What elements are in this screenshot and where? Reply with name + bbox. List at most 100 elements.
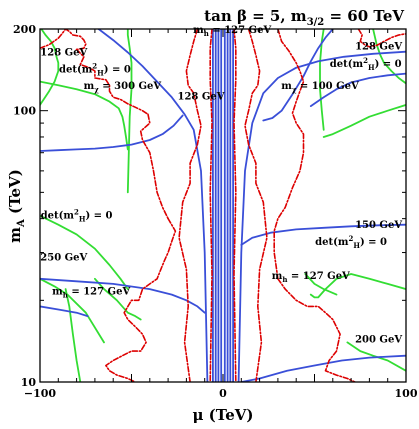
annotation-label: det(m2H) = 0 — [59, 62, 131, 78]
green-contour-line — [40, 29, 60, 106]
annotation-part: ) = 0 — [375, 59, 402, 70]
annotation-label: mh = 127 GeV — [272, 271, 350, 284]
y-axis-label: mA (TeV) — [6, 169, 27, 243]
annotation-part: χ — [292, 85, 297, 94]
annotation-part: ) = 0 — [85, 211, 112, 222]
blue-contour-line — [237, 50, 406, 382]
annotation-label: det(m2H) = 0 — [41, 208, 113, 224]
annotation-part: h — [282, 275, 287, 284]
green-contour-line — [64, 288, 82, 382]
annotation-part: 2 — [74, 208, 79, 217]
green-contour-line — [319, 29, 325, 131]
green-contour-line — [346, 341, 406, 372]
x-tick-label: 0 — [219, 387, 227, 400]
annotation-part: det(m — [315, 237, 349, 248]
annotation-label: det(m2H) = 0 — [315, 234, 387, 250]
annotation-part: m — [84, 81, 95, 92]
annotation-part: det(m — [330, 59, 364, 70]
annotation-label: 250 GeV — [40, 253, 87, 264]
green-contour-line — [309, 273, 406, 299]
red-contour-line — [277, 278, 356, 382]
annotation-label: 128 GeV — [40, 47, 87, 58]
chart-title-main: tan β = 5, m — [204, 7, 307, 25]
annotation-part: 250 GeV — [40, 253, 87, 264]
annotation-label: mχ = 300 GeV — [84, 81, 162, 94]
red-contour-line — [209, 29, 213, 382]
red-contour-line — [105, 217, 177, 382]
annotation-part: H — [368, 63, 375, 72]
blue-contour-line — [40, 277, 206, 314]
blue-contour-line — [97, 29, 209, 382]
green-contour-line — [322, 104, 406, 138]
y-axis-label-sub: A — [16, 219, 27, 228]
annotation-part: det(m — [41, 211, 75, 222]
chart-title-sub: 3/2 — [307, 17, 325, 28]
annotation-part: 128 GeV — [40, 47, 87, 58]
annotation-part: 128 GeV — [177, 91, 224, 102]
annotation-part: h — [204, 29, 209, 38]
red-contour-line — [139, 113, 169, 220]
annotation-part: m — [52, 287, 63, 298]
green-contour-line — [40, 214, 129, 290]
annotation-part: 2 — [348, 234, 353, 243]
y-tick-label: 200 — [13, 23, 36, 36]
annotation-part: 128 GeV — [355, 42, 402, 53]
annotation-label: 128 GeV — [177, 91, 224, 102]
annotation-part: = 127 GeV — [287, 271, 350, 282]
annotation-part: H — [97, 69, 104, 78]
x-tick-label: −100 — [24, 387, 57, 400]
y-tick-label: 10 — [21, 376, 37, 389]
red-contour-line — [244, 29, 268, 382]
annotation-part: ) = 0 — [104, 65, 131, 76]
red-contour-line — [75, 48, 149, 116]
annotation-part: H — [79, 215, 86, 224]
annotation-label: mχ = 100 GeV — [281, 81, 359, 94]
chart-title: tan β = 5, m3/2 = 60 TeV — [204, 7, 404, 28]
annotation-label: mh = 127 GeV — [52, 287, 130, 300]
y-axis-label-rest: (TeV) — [6, 169, 24, 219]
annotation-label: det(m2H) = 0 — [330, 56, 402, 72]
x-tick-label: 100 — [395, 387, 418, 400]
x-axis-label: μ (TeV) — [192, 406, 253, 424]
annotation-part: = 100 GeV — [296, 81, 359, 92]
annotation-part: det(m — [59, 65, 93, 76]
red-contour-line — [40, 29, 87, 51]
annotation-part: m — [281, 81, 292, 92]
blue-contour-line — [40, 114, 184, 152]
annotation-part: m — [193, 25, 204, 36]
green-contour-line — [304, 273, 338, 296]
series-layer — [40, 29, 406, 382]
annotation-part: 2 — [363, 56, 368, 65]
annotation-part: 2 — [92, 62, 97, 71]
annotation-part: = 127 GeV — [209, 25, 272, 36]
green-contour-line — [40, 80, 129, 151]
blue-contour-line — [309, 72, 406, 107]
annotation-part: 200 GeV — [355, 334, 402, 345]
annotation-part: 150 GeV — [355, 220, 402, 231]
tick-layer: −100 0 100 10 100 200 — [13, 23, 418, 400]
annotation-part: m — [272, 271, 283, 282]
annotation-part: ) = 0 — [360, 237, 387, 248]
annotation-part: H — [353, 241, 360, 250]
annotation-part: h — [63, 291, 68, 300]
annotation-label: 150 GeV — [355, 220, 402, 231]
annotation-part: = 127 GeV — [68, 287, 131, 298]
red-contour-line — [233, 29, 237, 382]
annotation-part: χ — [94, 85, 99, 94]
annotation-label: mh = 127 GeV — [193, 25, 271, 38]
green-contour-line — [94, 277, 142, 321]
annotation-label: 128 GeV — [355, 42, 402, 53]
blue-contour-line — [40, 305, 89, 317]
blue-contour-line — [240, 223, 406, 246]
red-contour-line — [273, 29, 305, 280]
annotation-label: 200 GeV — [355, 334, 402, 345]
green-contour-line — [126, 29, 133, 194]
annotation-part: = 300 GeV — [99, 81, 162, 92]
red-contour-line — [178, 29, 202, 382]
y-tick-label: 100 — [13, 105, 36, 118]
y-axis-label-main: m — [6, 227, 24, 243]
red-contour-line — [357, 29, 406, 48]
blue-contour-line — [262, 29, 334, 122]
